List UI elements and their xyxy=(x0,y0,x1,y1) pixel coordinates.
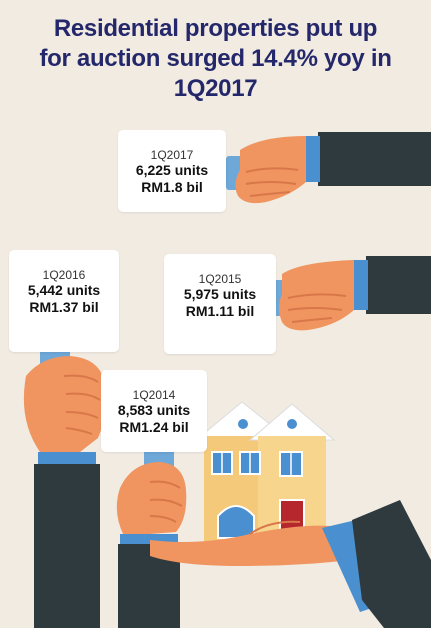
sleeve-icon xyxy=(352,500,431,628)
card-1q2015: 1Q2015 5,975 units RM1.11 bil xyxy=(164,254,276,354)
hand-icon xyxy=(150,500,431,628)
card-units: 5,975 units xyxy=(183,286,257,302)
card-units: 6,225 units xyxy=(135,162,209,178)
title-line-3: 1Q2017 xyxy=(173,75,258,102)
card-value: RM1.37 bil xyxy=(29,299,99,315)
card-units: 8,583 units xyxy=(117,402,191,418)
title-line-1: Residential properties put up xyxy=(53,15,378,42)
card-1q2016: 1Q2016 5,442 units RM1.37 bil xyxy=(9,250,119,352)
hand-icon xyxy=(226,132,431,204)
house-icon xyxy=(194,401,336,542)
sleeve-icon xyxy=(34,464,100,628)
card-quarter: 1Q2015 xyxy=(198,272,242,286)
hand-icon xyxy=(116,448,187,628)
card-quarter: 1Q2016 xyxy=(42,268,86,282)
hand-icon xyxy=(268,256,431,331)
card-quarter: 1Q2014 xyxy=(132,388,176,402)
hand-icon xyxy=(23,350,106,628)
card-value: RM1.8 bil xyxy=(141,179,203,195)
card-1q2017: 1Q2017 6,225 units RM1.8 bil xyxy=(118,130,226,212)
card-units: 5,442 units xyxy=(27,282,101,298)
card-quarter: 1Q2017 xyxy=(150,148,194,162)
sleeve-icon xyxy=(366,256,431,314)
page-title: Residential properties put up for auctio… xyxy=(10,14,421,104)
card-1q2014: 1Q2014 8,583 units RM1.24 bil xyxy=(101,370,207,452)
card-value: RM1.24 bil xyxy=(119,419,189,435)
sleeve-icon xyxy=(318,132,431,186)
card-value: RM1.11 bil xyxy=(185,303,255,319)
title-line-2: for auction surged 14.4% yoy in xyxy=(39,45,392,72)
